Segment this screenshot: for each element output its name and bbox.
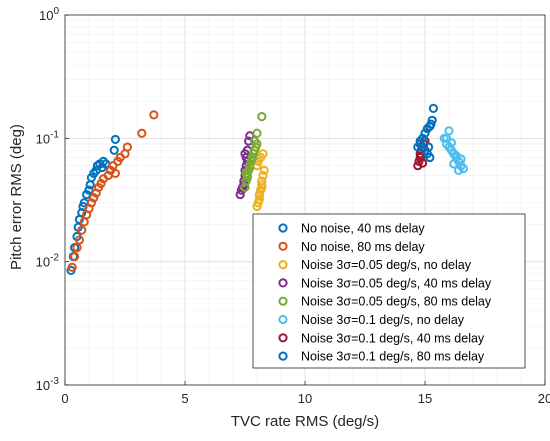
legend-marker bbox=[278, 260, 288, 270]
data-point bbox=[420, 128, 430, 138]
data-point bbox=[458, 163, 468, 174]
data-point bbox=[137, 128, 147, 138]
data-point bbox=[74, 235, 85, 245]
data-point bbox=[426, 119, 436, 129]
data-point bbox=[70, 251, 80, 262]
data-point bbox=[257, 180, 267, 190]
x-tick-labels: 0 5 10 15 20 bbox=[61, 381, 550, 406]
legend-marker bbox=[278, 314, 288, 325]
x-axis-label: TVC rate RMS (deg/s) bbox=[231, 413, 379, 430]
legend-marker bbox=[278, 333, 288, 343]
data-point bbox=[258, 170, 268, 181]
data-point bbox=[427, 115, 437, 125]
data-point bbox=[77, 225, 87, 235]
y-tick-label: 10-2 bbox=[36, 253, 60, 270]
data-point bbox=[149, 110, 159, 120]
legend-label: No noise, 40 ms delay bbox=[301, 222, 425, 236]
legend-items: No noise, 40 ms delay No noise, 80 ms del… bbox=[278, 222, 492, 364]
legend-label: Noise 3σ=0.05 deg/s, 80 ms delay bbox=[301, 295, 492, 309]
legend-label: Noise 3σ=0.1 deg/s, 40 ms delay bbox=[301, 331, 485, 345]
legend-label: Noise 3σ=0.05 deg/s, no delay bbox=[301, 258, 472, 272]
legend-marker bbox=[278, 241, 288, 251]
y-tick-label: 10-1 bbox=[36, 129, 60, 146]
plot-frame bbox=[64, 14, 546, 386]
y-tick-label: 100 bbox=[39, 6, 59, 23]
data-point bbox=[415, 136, 425, 146]
data-point bbox=[258, 149, 268, 159]
data-point bbox=[425, 152, 435, 163]
data-point bbox=[257, 176, 267, 186]
data-point bbox=[252, 128, 262, 138]
legend-entry: Noise 3σ=0.05 deg/s, no delay bbox=[278, 258, 472, 272]
y-axis-label: Pitch error RMS (deg) bbox=[8, 124, 25, 270]
x-tick-label: 5 bbox=[181, 391, 188, 406]
data-point bbox=[247, 154, 257, 164]
data-point bbox=[110, 134, 121, 145]
x-tick-label: 15 bbox=[418, 391, 432, 406]
legend-marker bbox=[278, 296, 288, 306]
legend-marker bbox=[278, 278, 288, 288]
data-point bbox=[109, 145, 119, 155]
data-point bbox=[428, 103, 438, 113]
data-point bbox=[241, 168, 251, 178]
x-tick-label: 10 bbox=[298, 391, 312, 406]
series-5 bbox=[240, 112, 267, 193]
data-point bbox=[446, 138, 456, 148]
y-tick-label: 10-3 bbox=[36, 376, 60, 393]
data-point bbox=[89, 193, 99, 203]
data-point bbox=[250, 136, 260, 146]
data-point bbox=[244, 136, 254, 146]
legend-entry: Noise 3σ=0.1 deg/s, no delay bbox=[278, 313, 465, 327]
data-point bbox=[259, 165, 269, 175]
legend-marker bbox=[278, 351, 288, 361]
data-point bbox=[454, 165, 464, 175]
data-point bbox=[67, 262, 77, 272]
series-2 bbox=[67, 110, 159, 272]
y-tick-labels: 100 10-1 10-2 10-3 bbox=[36, 6, 69, 393]
data-point bbox=[242, 173, 252, 183]
data-point bbox=[449, 159, 459, 169]
data-point bbox=[84, 185, 94, 195]
legend-entry: No noise, 40 ms delay bbox=[278, 222, 425, 236]
data-points bbox=[66, 103, 468, 275]
data-point bbox=[254, 191, 264, 201]
legend-label: Noise 3σ=0.1 deg/s, no delay bbox=[301, 313, 465, 327]
series-8 bbox=[413, 103, 438, 163]
data-point bbox=[254, 194, 264, 204]
data-point bbox=[96, 178, 106, 189]
legend-entry: Noise 3σ=0.05 deg/s, 80 ms delay bbox=[278, 295, 492, 309]
legend-label: No noise, 80 ms delay bbox=[301, 240, 425, 254]
data-point bbox=[442, 133, 452, 143]
data-point bbox=[257, 112, 267, 122]
legend-entry: Noise 3σ=0.05 deg/s, 40 ms delay bbox=[278, 276, 492, 290]
legend-box bbox=[252, 213, 526, 369]
legend-entry: No noise, 80 ms delay bbox=[278, 240, 425, 254]
legend-label: Noise 3σ=0.05 deg/s, 40 ms delay bbox=[301, 276, 492, 290]
data-point bbox=[72, 243, 82, 253]
legend-entry: Noise 3σ=0.1 deg/s, 40 ms delay bbox=[278, 331, 485, 345]
series-1 bbox=[66, 134, 121, 275]
legend-marker bbox=[278, 223, 288, 233]
data-point bbox=[110, 168, 121, 178]
data-point bbox=[122, 142, 133, 152]
legend: No noise, 40 ms delay No noise, 80 ms del… bbox=[252, 213, 526, 369]
data-point bbox=[456, 154, 466, 164]
legend-label: Noise 3σ=0.1 deg/s, 80 ms delay bbox=[301, 350, 485, 364]
legend-entry: Noise 3σ=0.1 deg/s, 80 ms delay bbox=[278, 350, 485, 364]
x-tick-label: 20 bbox=[538, 391, 550, 406]
series-6 bbox=[439, 126, 468, 175]
x-tick-label: 0 bbox=[61, 391, 68, 406]
data-point bbox=[424, 142, 434, 152]
